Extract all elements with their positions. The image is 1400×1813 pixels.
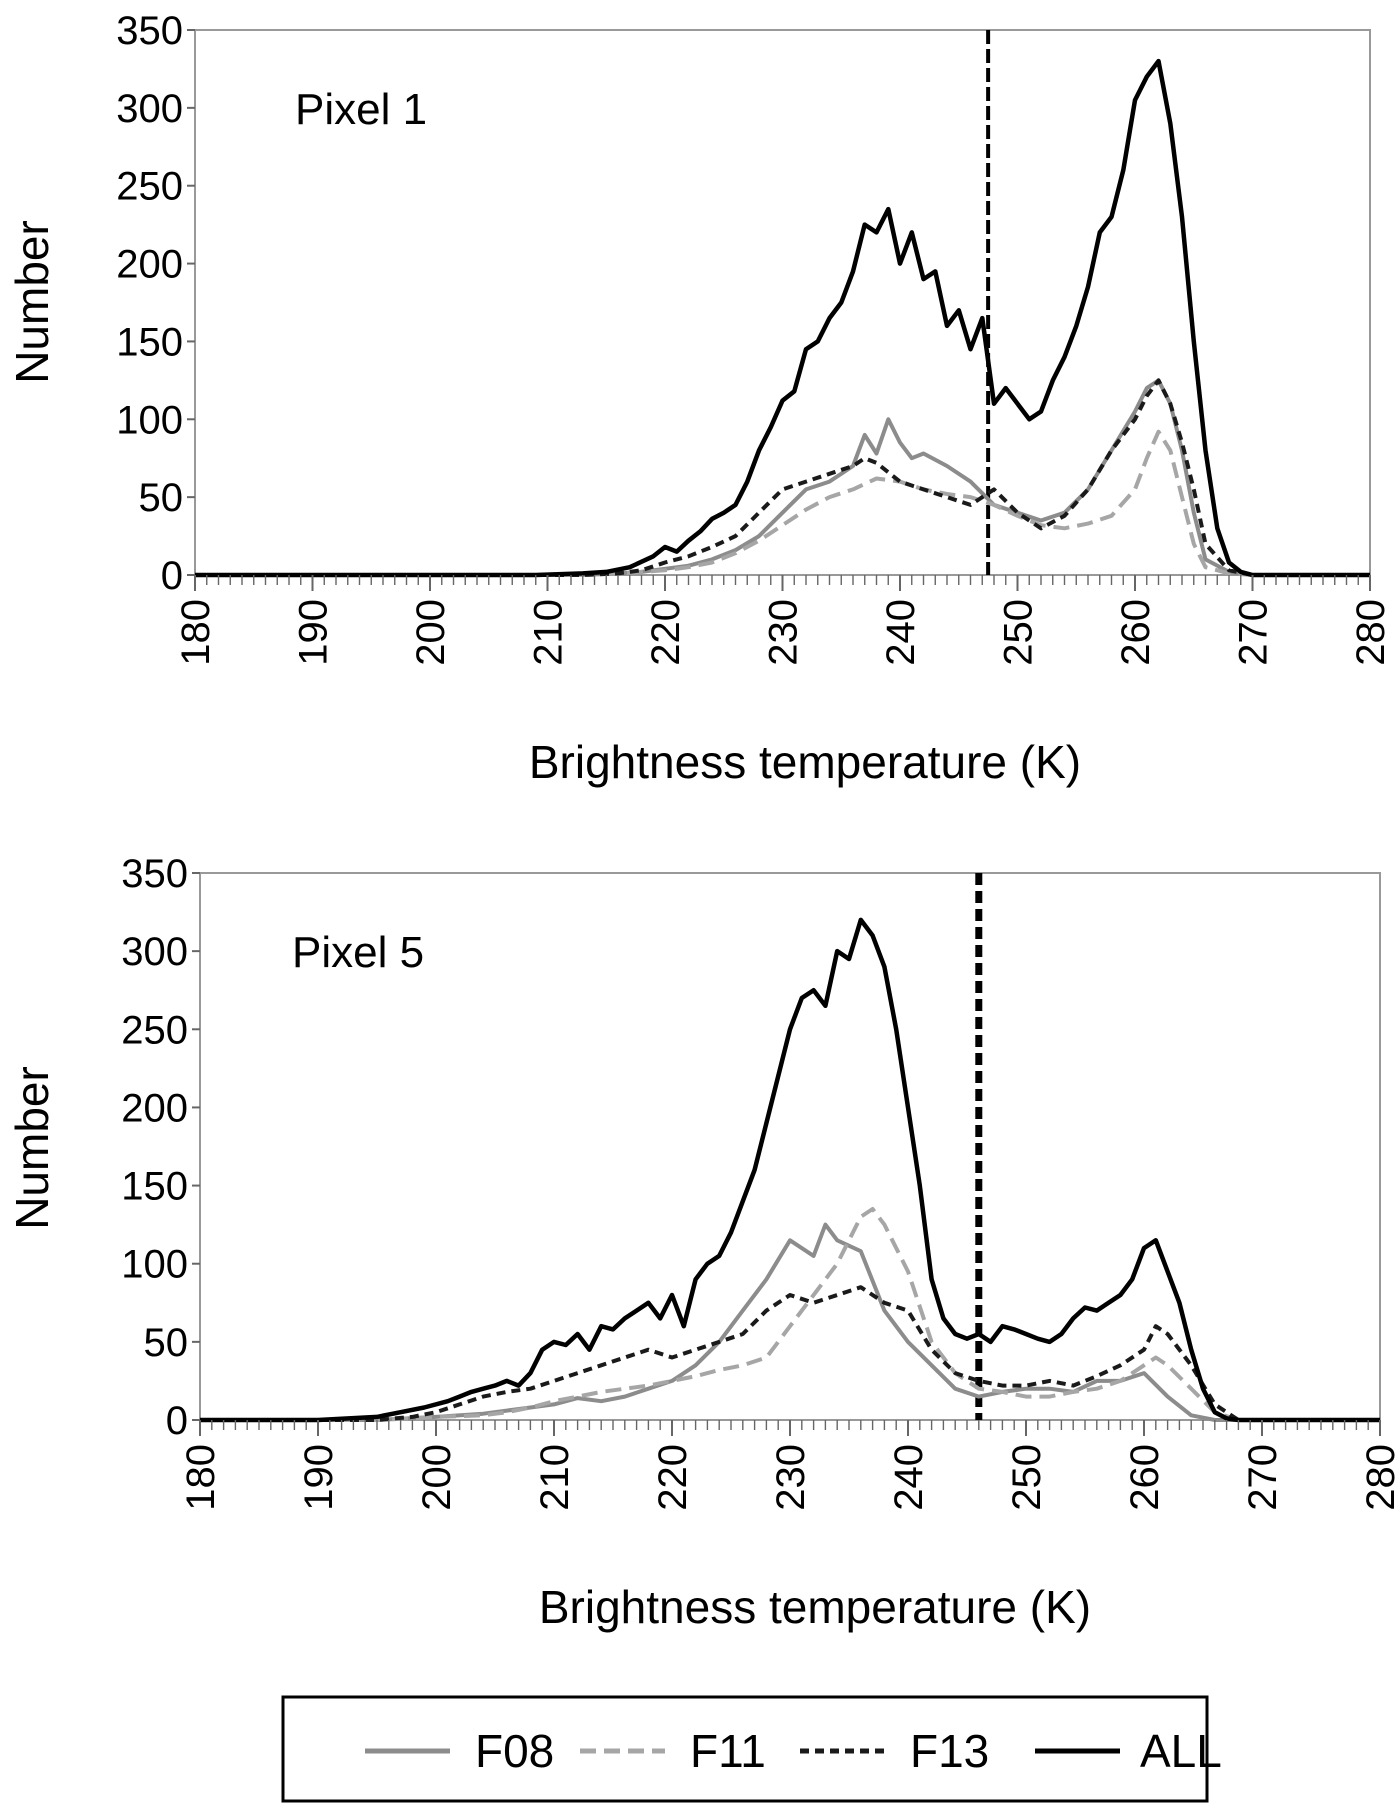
y-tick-label: 50 [139, 476, 184, 520]
y-tick-label: 150 [121, 1165, 188, 1209]
y-tick-label: 150 [116, 320, 183, 364]
y-tick-label: 0 [161, 554, 183, 598]
series-line-all [195, 58, 1370, 578]
x-axis-title: Brightness temperature (K) [529, 736, 1081, 788]
panel-label: Pixel 5 [292, 928, 424, 977]
legend-label: F08 [475, 1725, 554, 1777]
legend-item-f08: F08 [365, 1725, 554, 1777]
x-tick-label: 240 [879, 599, 923, 666]
x-tick-label: 230 [769, 1444, 813, 1511]
x-tick-label: 260 [1123, 1444, 1167, 1511]
x-tick-label: 180 [179, 1444, 223, 1511]
legend-item-f11: F11 [580, 1725, 766, 1777]
y-tick-label: 250 [116, 165, 183, 209]
series-line-all [200, 917, 1380, 1423]
y-tick-label: 0 [166, 1399, 188, 1443]
y-tick-label: 100 [116, 398, 183, 442]
plot-frame [194, 29, 1371, 576]
series-line-f11 [195, 429, 1370, 577]
series-line-f13 [195, 378, 1370, 577]
x-tick-label: 190 [297, 1444, 341, 1511]
x-tick-label: 280 [1349, 599, 1393, 666]
x-tick-label: 190 [292, 599, 336, 666]
y-tick-label: 350 [121, 852, 188, 896]
x-tick-label: 240 [887, 1444, 931, 1511]
x-tick-label: 210 [533, 1444, 577, 1511]
x-tick-label: 210 [527, 599, 571, 666]
y-axis-title: Number [6, 220, 58, 384]
legend-item-all: ALL [1035, 1725, 1222, 1777]
series-line-f11 [200, 1207, 1380, 1422]
y-tick-label: 100 [121, 1243, 188, 1287]
y-axis-title: Number [6, 1066, 58, 1230]
legend-label: F11 [690, 1725, 766, 1777]
x-tick-label: 220 [644, 599, 688, 666]
x-tick-label: 250 [1005, 1444, 1049, 1511]
x-tick-label: 270 [1241, 1444, 1285, 1511]
y-tick-label: 200 [116, 243, 183, 287]
x-tick-label: 230 [762, 599, 806, 666]
y-tick-label: 350 [116, 9, 183, 53]
legend-label: F13 [910, 1725, 989, 1777]
legend: F08 F11 F13 ALL [281, 1695, 1222, 1803]
x-tick-label: 280 [1359, 1444, 1400, 1511]
y-tick-label: 300 [121, 930, 188, 974]
x-tick-label: 200 [409, 599, 453, 666]
chart-panel-pixel-5: 180 190 200 210 220 230 240 250 260 270 280 0 50 100 1… [6, 852, 1400, 1633]
x-tick-label: 200 [415, 1444, 459, 1511]
legend-item-f13: F13 [800, 1725, 989, 1777]
y-tick-label: 50 [144, 1321, 189, 1365]
chart-panel-pixel-1: 180 190 200 210 220 230 240 250 260 270 280 0 50 100 1… [6, 9, 1393, 788]
panel-label: Pixel 1 [295, 85, 427, 134]
x-axis-title: Brightness temperature (K) [539, 1581, 1091, 1633]
y-tick-label: 250 [121, 1008, 188, 1052]
x-tick-label: 180 [174, 599, 218, 666]
series-line-f13 [200, 1285, 1380, 1422]
x-tick-label: 220 [651, 1444, 695, 1511]
y-tick-label: 200 [121, 1086, 188, 1130]
series-line-f08 [195, 378, 1370, 577]
legend-label: ALL [1140, 1725, 1222, 1777]
x-tick-label: 260 [1114, 599, 1158, 666]
x-tick-label: 250 [997, 599, 1041, 666]
y-tick-label: 300 [116, 87, 183, 131]
x-tick-label: 270 [1232, 599, 1276, 666]
